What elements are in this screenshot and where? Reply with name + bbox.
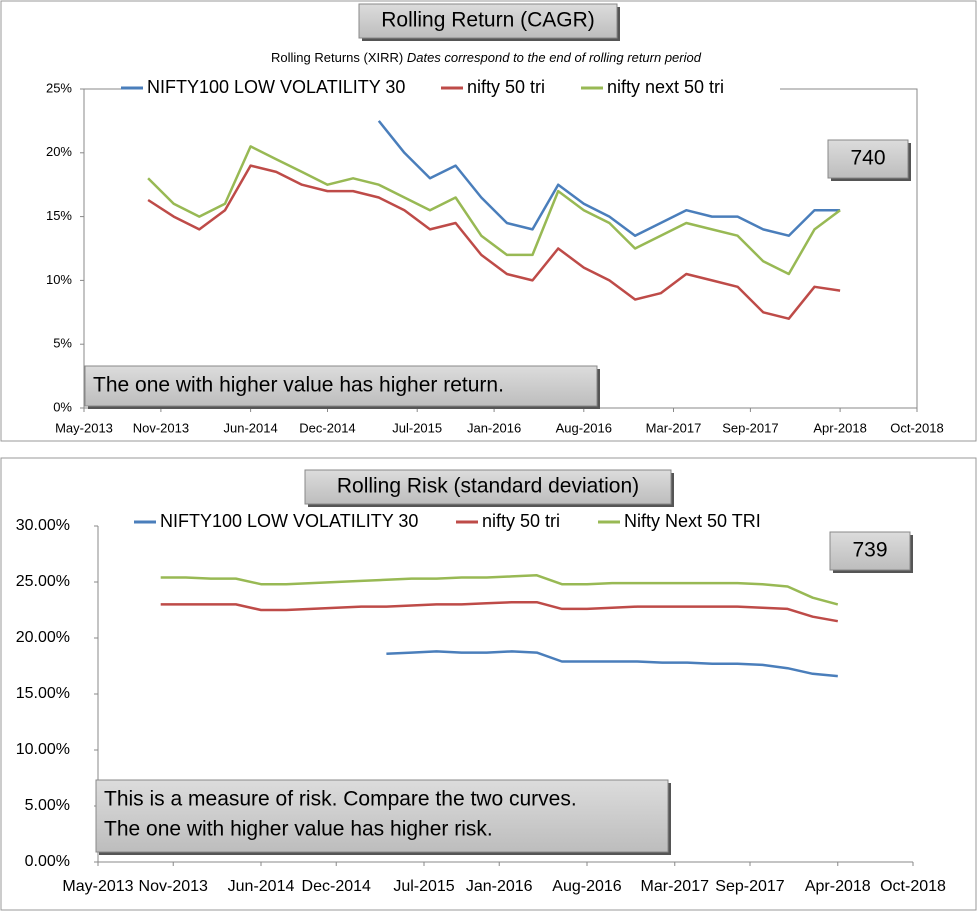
id-label: 739 <box>852 539 887 562</box>
chart-title: Rolling Risk (standard deviation) <box>337 475 639 498</box>
y-tick-label: 20% <box>46 144 72 159</box>
y-tick-label: 0.00% <box>25 853 70 870</box>
legend-label: Nifty Next 50 TRI <box>624 511 761 531</box>
x-tick-label: Aug-2016 <box>552 878 621 895</box>
note-text: The one with higher value has higher ret… <box>93 374 504 397</box>
series-line <box>160 574 839 606</box>
series-line <box>386 650 838 678</box>
y-tick-label: 15.00% <box>16 685 70 702</box>
y-tick-label: 30.00% <box>16 517 70 534</box>
chart-subtitle: Rolling Returns (XIRR) Dates correspond … <box>271 50 702 65</box>
x-tick-label: Jul-2015 <box>392 420 442 435</box>
x-tick-label: Jul-2015 <box>393 878 454 895</box>
y-tick-label: 20.00% <box>16 629 70 646</box>
legend-label: NIFTY100 LOW VOLATILITY 30 <box>160 511 418 531</box>
x-tick-label: Dec-2014 <box>299 420 355 435</box>
x-tick-label: Mar-2017 <box>641 878 710 895</box>
y-tick-label: 0% <box>53 399 72 414</box>
y-tick-label: 25.00% <box>16 573 70 590</box>
legend-label: nifty 50 tri <box>467 77 545 97</box>
chart-title: Rolling Return (CAGR) <box>381 9 595 32</box>
x-tick-label: Aug-2016 <box>556 420 612 435</box>
y-tick-label: 5.00% <box>25 797 70 814</box>
x-tick-label: Sep-2017 <box>715 878 784 895</box>
x-tick-label: Mar-2017 <box>646 420 702 435</box>
note-text: This is a measure of risk. Compare the t… <box>104 788 577 811</box>
x-tick-label: Apr-2018 <box>805 878 871 895</box>
note-box <box>95 779 669 853</box>
y-tick-label: 5% <box>53 336 72 351</box>
x-tick-label: Nov-2013 <box>133 420 189 435</box>
y-tick-label: 15% <box>46 208 72 223</box>
legend-label: nifty next 50 tri <box>607 77 724 97</box>
x-tick-label: Sep-2017 <box>722 420 778 435</box>
series-line <box>147 164 841 320</box>
x-tick-label: Jan-2016 <box>466 878 533 895</box>
x-tick-label: May-2013 <box>62 878 133 895</box>
series-line <box>377 120 841 237</box>
x-tick-label: Jun-2014 <box>228 878 295 895</box>
x-tick-label: Oct-2018 <box>880 878 946 895</box>
id-label: 740 <box>850 147 885 170</box>
y-tick-label: 10.00% <box>16 741 70 758</box>
subtitle-note: Dates correspond to the end of rolling r… <box>407 50 702 65</box>
legend-label: nifty 50 tri <box>482 511 560 531</box>
x-tick-label: Jan-2016 <box>467 420 521 435</box>
series-line <box>147 145 841 276</box>
id-box <box>829 531 911 571</box>
subtitle: Rolling Returns (XIRR) <box>271 50 403 65</box>
x-tick-label: Jun-2014 <box>223 420 277 435</box>
note-text: The one with higher value has higher ris… <box>104 818 493 841</box>
x-tick-label: Nov-2013 <box>139 878 208 895</box>
x-tick-label: Apr-2018 <box>813 420 866 435</box>
title-box <box>358 3 618 39</box>
note-box <box>84 365 598 407</box>
x-tick-label: Dec-2014 <box>302 878 371 895</box>
id-box <box>827 139 909 179</box>
legend-label: NIFTY100 LOW VOLATILITY 30 <box>147 77 405 97</box>
y-tick-label: 25% <box>46 80 72 95</box>
series-line <box>160 600 839 623</box>
title-box <box>304 469 672 505</box>
x-tick-label: May-2013 <box>55 420 113 435</box>
x-tick-label: Oct-2018 <box>890 420 943 435</box>
y-tick-label: 10% <box>46 272 72 287</box>
